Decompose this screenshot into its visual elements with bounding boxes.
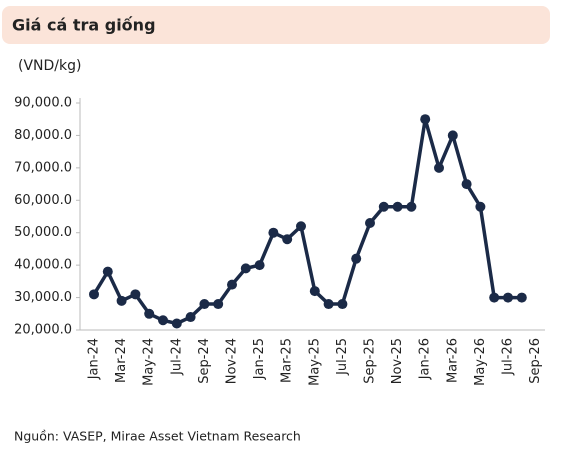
y-tick-label: 50,000.0: [14, 225, 72, 240]
x-tick-label: May-25: [307, 338, 322, 386]
x-tick-label: Sep-26: [528, 338, 543, 384]
marker: [282, 234, 293, 245]
x-tick-label: Jan-25: [252, 338, 267, 380]
y-tick-label: 80,000.0: [14, 128, 72, 143]
marker: [240, 263, 251, 274]
marker: [102, 266, 113, 277]
marker: [171, 318, 182, 329]
marker: [199, 299, 210, 310]
x-tick-label: May-26: [473, 338, 488, 386]
marker: [213, 299, 224, 310]
y-axis-label: (VND/kg): [18, 58, 81, 74]
x-tick-label: Jan-24: [87, 338, 102, 380]
marker: [116, 295, 127, 306]
marker: [158, 315, 168, 326]
x-tick-label: Jul-25: [335, 338, 350, 376]
y-tick-label: 90,000.0: [14, 96, 72, 111]
marker: [185, 312, 196, 323]
marker: [365, 217, 375, 228]
marker: [254, 260, 265, 271]
y-tick-label: 20,000.0: [14, 323, 72, 338]
x-tick-label: Jul-24: [169, 338, 184, 376]
x-tick-label: Sep-25: [363, 338, 378, 384]
marker: [309, 286, 320, 297]
line: [92, 117, 522, 326]
x-tick-label: May-24: [142, 338, 157, 386]
marker: [420, 114, 431, 125]
marker: [516, 292, 527, 303]
marker: [323, 299, 334, 310]
marker: [144, 308, 155, 319]
x-tick-label: Jul-26: [501, 338, 516, 376]
x-tick-label: Nov-25: [390, 338, 405, 384]
source-note: Nguồn: VASEP, Mirae Asset Vietnam Resear…: [14, 429, 301, 444]
x-tick-label: Mar-24: [114, 338, 129, 383]
x-tick-label: Mar-26: [445, 338, 460, 383]
marker: [475, 201, 486, 212]
x-tick-label: Mar-25: [280, 338, 295, 383]
marker: [89, 289, 99, 300]
y-tick-label: 30,000.0: [14, 290, 72, 305]
marker: [378, 201, 389, 212]
marker: [227, 279, 237, 290]
y-tick-label: 40,000.0: [14, 258, 72, 273]
marker: [337, 299, 348, 310]
chart-title: Giá cá tra giống: [12, 16, 156, 35]
marker: [351, 253, 362, 264]
title-banner: [2, 6, 550, 44]
marker: [461, 179, 472, 190]
marker: [447, 130, 458, 141]
x-tick-label: Sep-24: [197, 338, 212, 384]
marker: [489, 292, 500, 303]
marker: [392, 201, 403, 212]
marker: [503, 292, 513, 303]
marker: [406, 201, 417, 212]
x-tick-label: Nov-24: [225, 338, 240, 384]
marker: [434, 162, 444, 173]
marker: [130, 289, 141, 300]
x-tick-label: Jan-26: [418, 338, 433, 380]
marker: [268, 227, 279, 238]
marker: [296, 221, 306, 232]
y-tick-label: 70,000.0: [14, 160, 72, 175]
y-tick-label: 60,000.0: [14, 193, 72, 208]
